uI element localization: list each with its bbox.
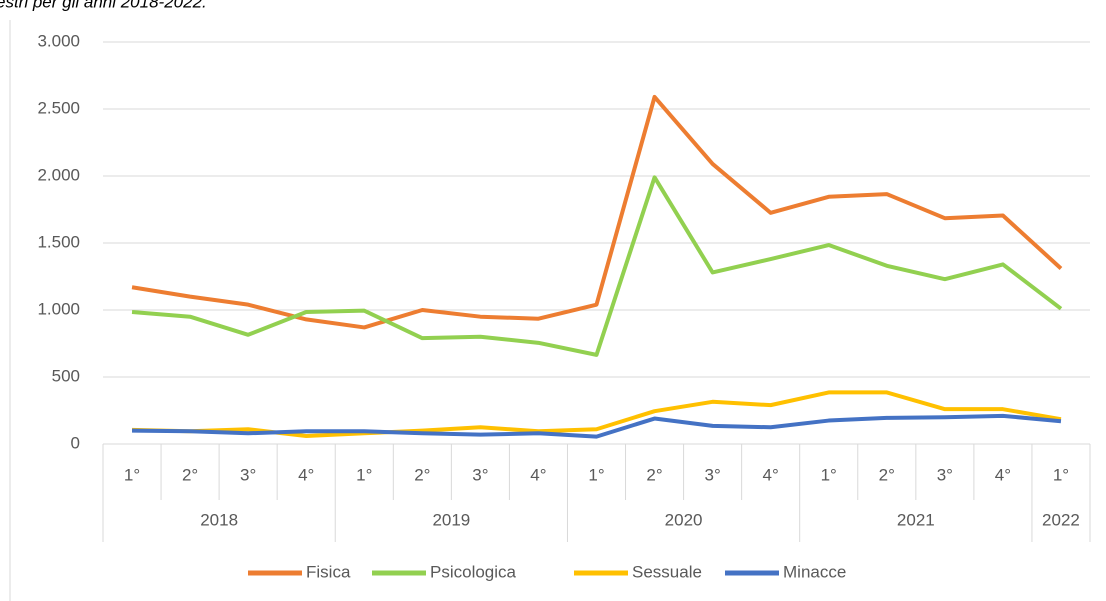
legend-label: Minacce — [783, 562, 846, 581]
year-label: 2019 — [432, 510, 470, 529]
x-tick-label: 1° — [821, 465, 837, 484]
legend-label: Fisica — [306, 562, 351, 581]
y-tick-label: 0 — [71, 433, 80, 452]
x-tick-label: 2° — [646, 465, 662, 484]
y-tick-label: 500 — [52, 366, 80, 385]
x-tick-label: 3° — [704, 465, 720, 484]
year-label: 2022 — [1042, 510, 1080, 529]
y-tick-label: 3.000 — [37, 31, 80, 50]
x-tick-label: 3° — [937, 465, 953, 484]
y-tick-label: 2.000 — [37, 165, 80, 184]
year-label: 2020 — [665, 510, 703, 529]
y-tick-label: 2.500 — [37, 98, 80, 117]
x-tick-label: 1° — [1053, 465, 1069, 484]
x-tick-label: 2° — [879, 465, 895, 484]
x-tick-label: 2° — [182, 465, 198, 484]
x-tick-label: 1° — [124, 465, 140, 484]
year-label: 2018 — [200, 510, 238, 529]
x-tick-label: 1° — [588, 465, 604, 484]
chart-subtitle: estri per gli anni 2018-2022. — [0, 0, 207, 11]
legend-label: Sessuale — [632, 562, 702, 581]
x-tick-label: 1° — [356, 465, 372, 484]
series-line — [131, 94, 1063, 330]
x-tick-label: 4° — [763, 465, 779, 484]
y-tick-label: 1.500 — [37, 232, 80, 251]
y-tick-label: 1.000 — [37, 299, 80, 318]
x-tick-label: 4° — [530, 465, 546, 484]
x-tick-label: 4° — [298, 465, 314, 484]
x-tick-label: 4° — [995, 465, 1011, 484]
x-tick-label: 3° — [472, 465, 488, 484]
legend-label: Psicologica — [430, 562, 517, 581]
year-label: 2021 — [897, 510, 935, 529]
series-line — [132, 413, 1062, 439]
x-tick-label: 2° — [414, 465, 430, 484]
series-line — [131, 390, 1062, 438]
x-tick-label: 3° — [240, 465, 256, 484]
series-line — [131, 175, 1063, 357]
